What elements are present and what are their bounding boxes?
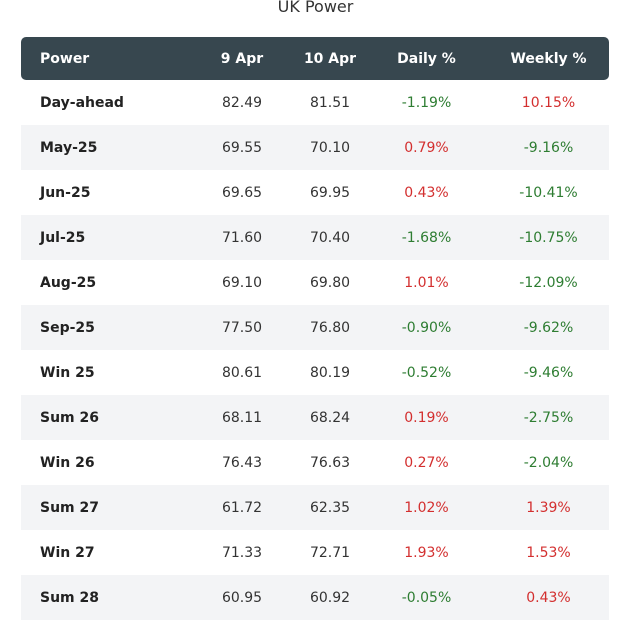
- weekly-pct-cell: -9.16%: [488, 125, 609, 170]
- daily-pct-cell: -1.19%: [401, 94, 452, 111]
- row-label-cell: Sum 26: [21, 395, 189, 440]
- value-9-apr-cell: 61.72: [189, 485, 295, 530]
- header-10-apr: 10 Apr: [295, 37, 365, 80]
- row-label-cell: May-25: [21, 125, 189, 170]
- header-9-apr: 9 Apr: [189, 37, 295, 80]
- row-label-cell: Day-ahead: [40, 94, 124, 111]
- value-9-apr-cell: 71.60: [189, 215, 295, 260]
- value-9-apr-cell: 71.33: [221, 544, 263, 561]
- weekly-pct-cell: 1.53%: [526, 544, 571, 561]
- table-row: Win 25 80.61 80.19 -0.52% -9.46%: [21, 350, 609, 395]
- value-10-apr-cell: 69.80: [309, 274, 351, 291]
- daily-pct-cell: -0.52%: [401, 364, 452, 381]
- weekly-pct-cell: 0.43%: [488, 575, 609, 620]
- daily-pct-cell: 0.79%: [365, 125, 488, 170]
- row-label-cell: Win 25: [40, 364, 95, 381]
- value-10-apr-cell: 69.95: [309, 184, 351, 201]
- value-10-apr-cell: 60.92: [295, 575, 365, 620]
- value-9-apr-cell: 69.10: [221, 274, 263, 291]
- row-label-cell: Sep-25: [21, 305, 189, 350]
- value-9-apr-cell: 82.49: [221, 94, 263, 111]
- value-10-apr-cell: 68.24: [295, 395, 365, 440]
- table-row: Aug-25 69.10 69.80 1.01% -12.09%: [21, 260, 609, 305]
- row-label-cell: Win 27: [40, 544, 95, 561]
- value-10-apr-cell: 72.71: [309, 544, 351, 561]
- daily-pct-cell: -0.05%: [365, 575, 488, 620]
- value-10-apr-cell: 81.51: [309, 94, 351, 111]
- value-10-apr-cell: 80.19: [309, 364, 351, 381]
- value-9-apr-cell: 69.65: [221, 184, 263, 201]
- value-9-apr-cell: 69.55: [189, 125, 295, 170]
- header-daily-pct: Daily %: [365, 37, 488, 80]
- value-9-apr-cell: 76.43: [221, 454, 263, 471]
- price-table-container: Power 9 Apr 10 Apr Daily % Weekly % Day-…: [21, 37, 609, 620]
- weekly-pct-cell: 1.39%: [488, 485, 609, 530]
- weekly-pct-cell: -2.75%: [488, 395, 609, 440]
- daily-pct-cell: 1.01%: [404, 274, 449, 291]
- table-row: Win 26 76.43 76.63 0.27% -2.04%: [21, 440, 609, 485]
- daily-pct-cell: 1.93%: [404, 544, 449, 561]
- daily-pct-cell: 0.27%: [404, 454, 449, 471]
- value-9-apr-cell: 80.61: [221, 364, 263, 381]
- value-10-apr-cell: 70.40: [295, 215, 365, 260]
- table-row: Day-ahead 82.49 81.51 -1.19% 10.15%: [21, 80, 609, 125]
- price-table: Power 9 Apr 10 Apr Daily % Weekly % Day-…: [21, 37, 609, 620]
- value-10-apr-cell: 70.10: [295, 125, 365, 170]
- weekly-pct-cell: -9.46%: [523, 364, 574, 381]
- row-label-cell: Win 26: [40, 454, 95, 471]
- row-label-cell: Jun-25: [40, 184, 91, 201]
- daily-pct-cell: 1.02%: [365, 485, 488, 530]
- weekly-pct-cell: 10.15%: [521, 94, 576, 111]
- table-row: Sum 27 61.72 62.35 1.02% 1.39%: [21, 485, 609, 530]
- table-row: Jul-25 71.60 70.40 -1.68% -10.75%: [21, 215, 609, 260]
- table-row: May-25 69.55 70.10 0.79% -9.16%: [21, 125, 609, 170]
- row-label-cell: Aug-25: [40, 274, 97, 291]
- daily-pct-cell: -1.68%: [365, 215, 488, 260]
- daily-pct-cell: -0.90%: [365, 305, 488, 350]
- table-header-row: Power 9 Apr 10 Apr Daily % Weekly %: [21, 37, 609, 80]
- weekly-pct-cell: -10.41%: [519, 184, 578, 201]
- table-row: Sum 28 60.95 60.92 -0.05% 0.43%: [21, 575, 609, 620]
- daily-pct-cell: 0.43%: [404, 184, 449, 201]
- value-10-apr-cell: 62.35: [295, 485, 365, 530]
- table-row: Sep-25 77.50 76.80 -0.90% -9.62%: [21, 305, 609, 350]
- row-label-cell: Sum 28: [21, 575, 189, 620]
- row-label-cell: Sum 27: [21, 485, 189, 530]
- value-10-apr-cell: 76.80: [295, 305, 365, 350]
- weekly-pct-cell: -12.09%: [519, 274, 578, 291]
- value-9-apr-cell: 68.11: [189, 395, 295, 440]
- header-power: Power: [21, 37, 189, 80]
- weekly-pct-cell: -9.62%: [488, 305, 609, 350]
- value-9-apr-cell: 77.50: [189, 305, 295, 350]
- table-row: Sum 26 68.11 68.24 0.19% -2.75%: [21, 395, 609, 440]
- daily-pct-cell: 0.19%: [365, 395, 488, 440]
- header-weekly-pct: Weekly %: [488, 37, 609, 80]
- table-body: Day-ahead 82.49 81.51 -1.19% 10.15% May-25 69.…: [21, 80, 609, 620]
- row-label-cell: Jul-25: [21, 215, 189, 260]
- weekly-pct-cell: -2.04%: [523, 454, 574, 471]
- value-9-apr-cell: 60.95: [189, 575, 295, 620]
- table-row: Win 27 71.33 72.71 1.93% 1.53%: [21, 530, 609, 575]
- weekly-pct-cell: -10.75%: [488, 215, 609, 260]
- table-row: Jun-25 69.65 69.95 0.43% -10.41%: [21, 170, 609, 215]
- table-title: UK Power: [277, 0, 354, 16]
- value-10-apr-cell: 76.63: [309, 454, 351, 471]
